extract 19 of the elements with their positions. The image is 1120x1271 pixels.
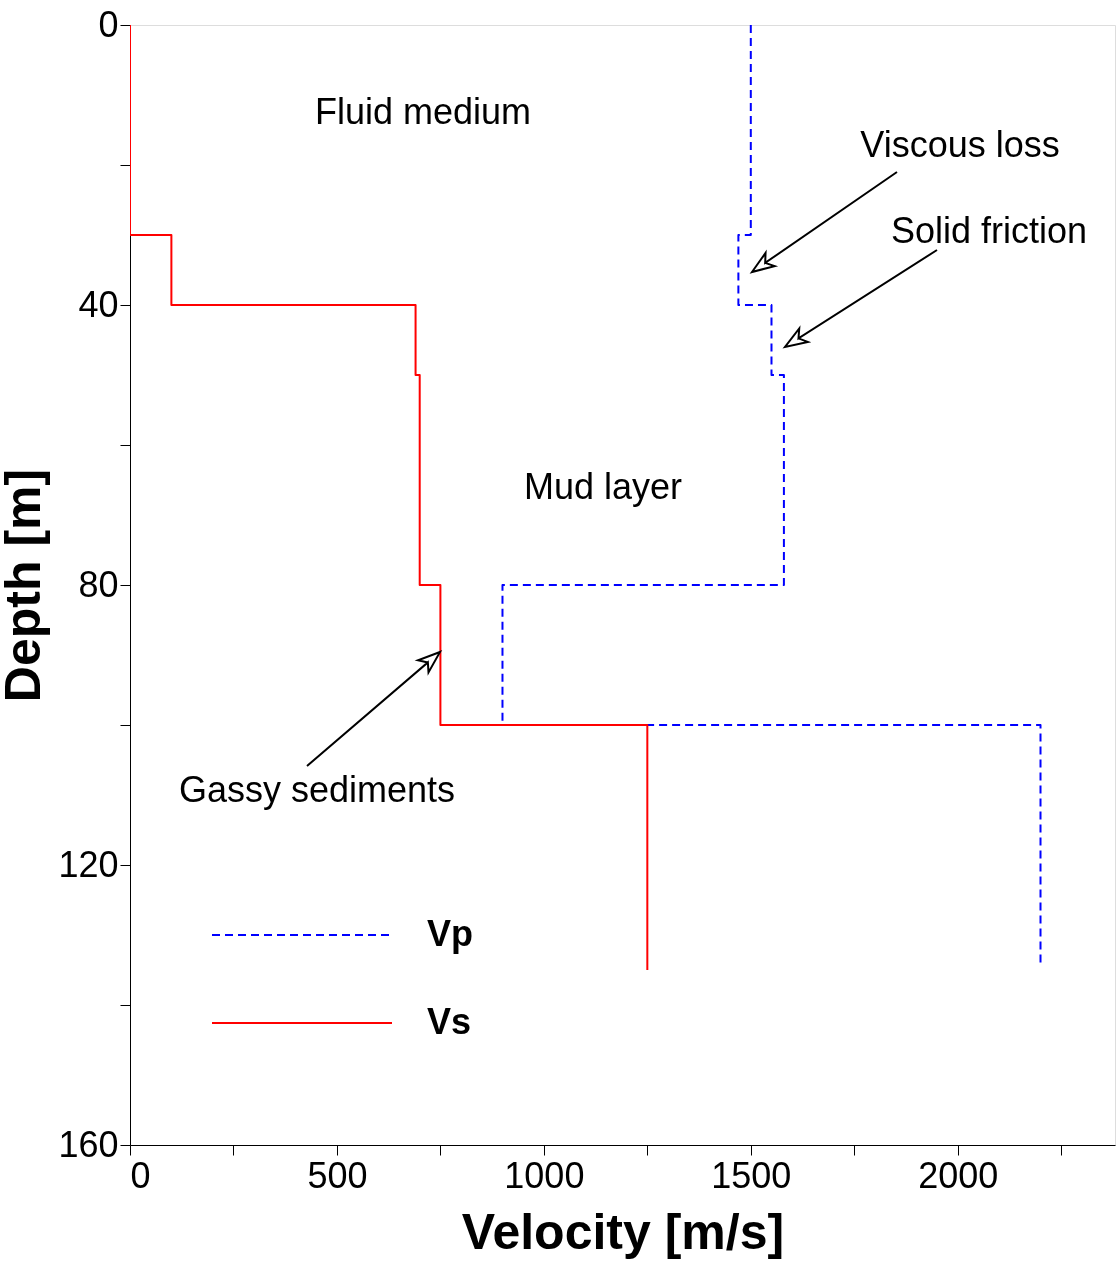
x-tick-label: 1000 — [504, 1154, 585, 1196]
annotation: Mud layer — [523, 466, 683, 507]
x-tick-label: 2000 — [918, 1154, 999, 1196]
y-axis-title: Depth [m] — [0, 468, 52, 703]
y-tick-label: 80 — [78, 563, 119, 605]
annotation: Viscous loss — [860, 124, 1060, 165]
x-tick-label: 500 — [307, 1154, 368, 1196]
annotation: Solid friction — [890, 210, 1088, 251]
y-tick-label: 120 — [58, 843, 119, 885]
x-axis-title: Velocity [m/s] — [461, 1203, 785, 1260]
x-tick-label: 1500 — [711, 1154, 792, 1196]
annotation: Fluid medium — [314, 91, 532, 132]
y-tick-label: 0 — [98, 3, 119, 45]
x-tick-label: 0 — [130, 1154, 151, 1196]
legend-label: Vp — [427, 913, 474, 954]
y-tick-label: 160 — [58, 1123, 119, 1165]
legend-label: Vs — [427, 1001, 472, 1042]
y-tick-label: 40 — [78, 283, 119, 325]
annotation: Gassy sediments — [178, 769, 456, 810]
